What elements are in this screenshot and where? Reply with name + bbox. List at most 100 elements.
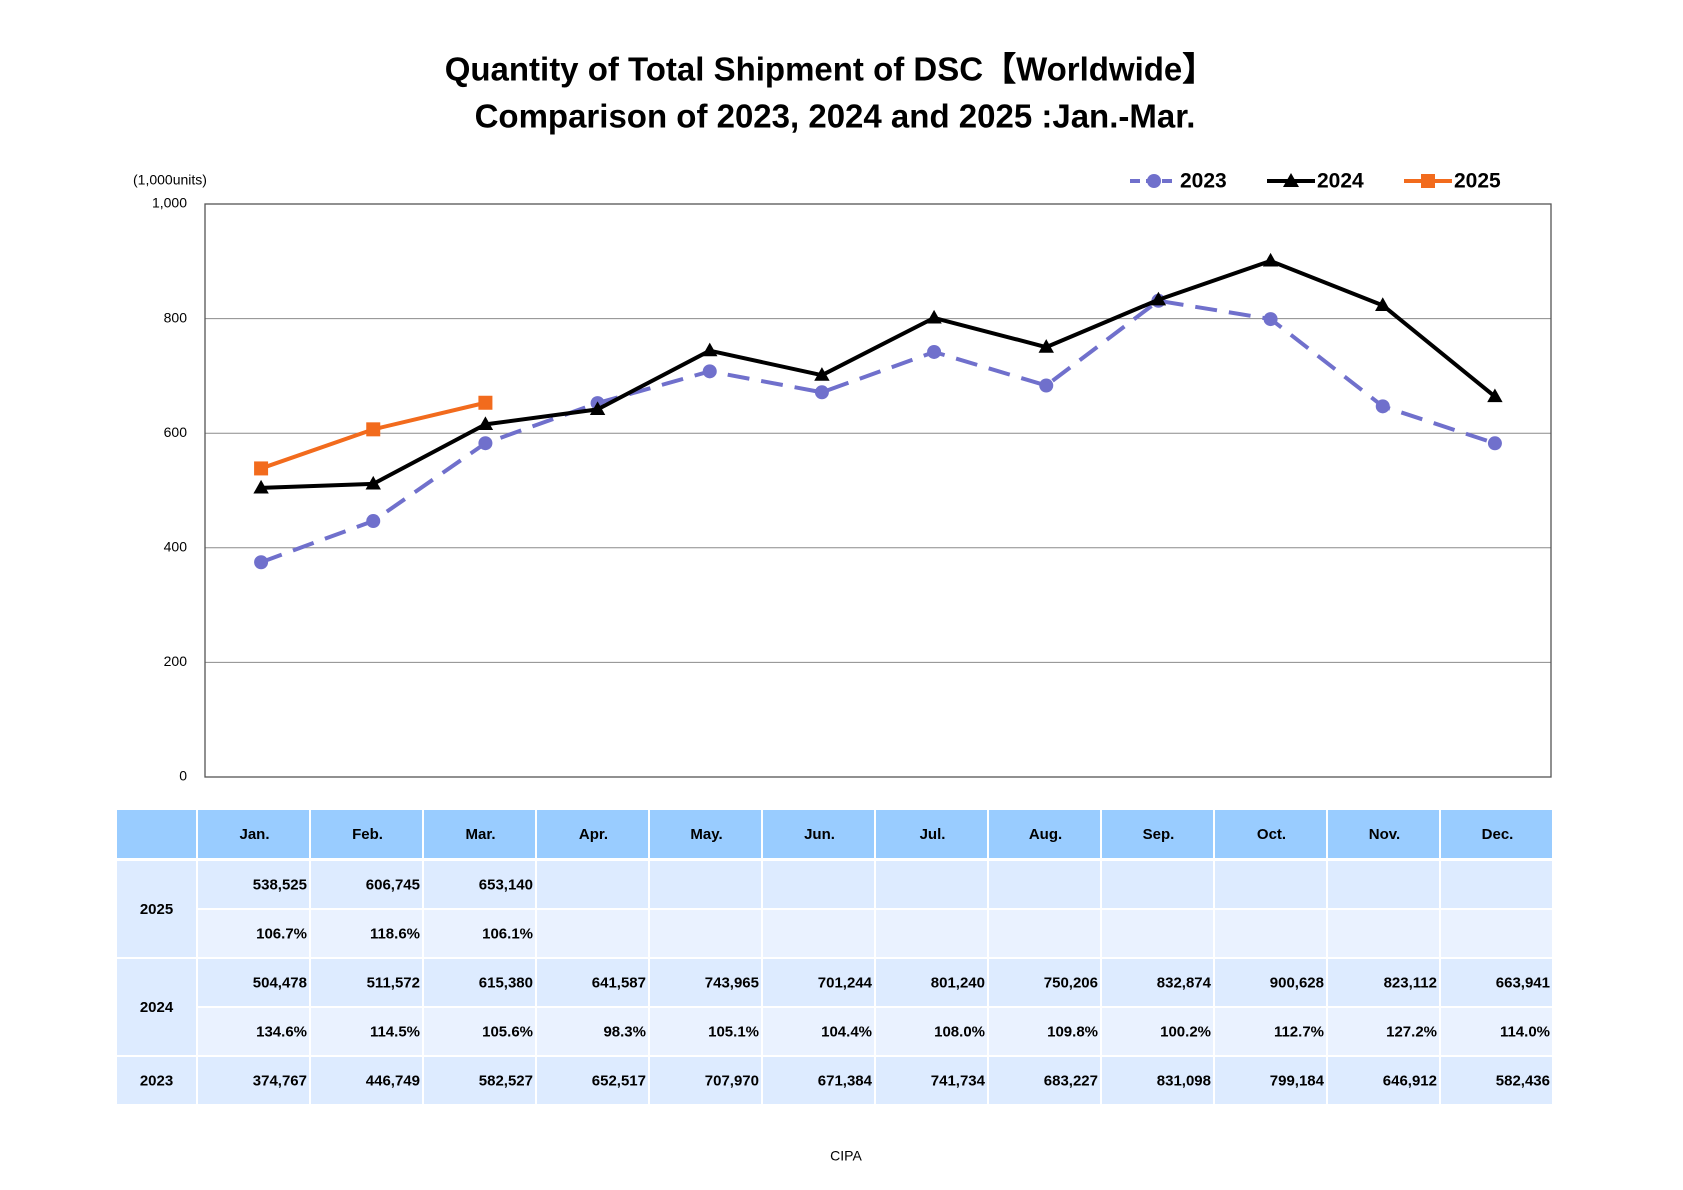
table-cell-value: 743,965	[705, 974, 759, 991]
table-cell	[1441, 959, 1552, 1006]
table-header-cell	[311, 810, 422, 858]
table-cell-value: 646,912	[1383, 1072, 1437, 1089]
table-cell	[311, 861, 422, 908]
table-cell-value: 641,587	[592, 974, 646, 991]
table-cell	[650, 861, 761, 908]
data-point	[814, 385, 829, 400]
table-row-label: 2023	[140, 1072, 173, 1089]
source: CIPA	[830, 1148, 862, 1164]
table-cell	[876, 1008, 987, 1055]
data-point	[1262, 252, 1279, 267]
table-cell	[537, 959, 648, 1006]
data-point	[589, 401, 606, 415]
table-header-label: Feb.	[352, 826, 383, 843]
data-point	[478, 395, 493, 410]
table-cell-value: 374,767	[253, 1072, 307, 1089]
series-line	[261, 258, 1497, 490]
table-cell-value: 750,206	[1044, 974, 1098, 991]
y-tick-label: 600	[164, 424, 188, 440]
data-point	[366, 422, 381, 437]
table-row-label: 2025	[140, 901, 173, 918]
table-cell	[424, 910, 535, 957]
data-point	[365, 475, 381, 490]
legend-marker	[1421, 174, 1435, 188]
table-header-cell	[1215, 810, 1326, 858]
table-header-label: May.	[690, 826, 722, 843]
table-header-cell	[1328, 810, 1439, 858]
table-cell	[989, 959, 1100, 1006]
table-cell	[876, 959, 987, 1006]
table-cell	[424, 959, 535, 1006]
data-point	[926, 309, 942, 324]
y-axis-label: (1,000units)	[133, 172, 207, 188]
table-cell-value: 653,140	[479, 876, 533, 893]
data-point	[1150, 291, 1167, 306]
table-cell	[1215, 1057, 1326, 1104]
data-point	[1038, 339, 1054, 353]
table-header-cell	[763, 810, 874, 858]
data-point	[702, 342, 718, 357]
table-cell-value: 114.0%	[1500, 1023, 1550, 1040]
table-header-label: Dec.	[1482, 826, 1514, 843]
table-header-label: Jul.	[920, 826, 946, 843]
table-cell	[311, 959, 422, 1006]
table-cell-value: 105.6%	[482, 1023, 533, 1040]
table-cell	[1215, 1008, 1326, 1055]
table-cell	[650, 910, 761, 957]
table-cell	[650, 1057, 761, 1104]
table-cell-value: 446,749	[366, 1072, 420, 1089]
table-cell-value: 606,745	[366, 876, 420, 893]
table-cell-value: 112.7%	[1274, 1023, 1324, 1040]
table-header-cell	[650, 810, 761, 858]
data-point	[1039, 378, 1054, 393]
table-cell-value: 511,572	[367, 974, 420, 991]
table-cell-value: 823,112	[1384, 974, 1437, 991]
table-header-cell	[198, 810, 309, 858]
table-cell	[763, 861, 874, 908]
table-cell	[1328, 959, 1439, 1006]
data-point	[1487, 388, 1503, 403]
table-header-cell	[537, 810, 648, 858]
table-cell	[198, 861, 309, 908]
table-cell	[311, 1057, 422, 1104]
table-cell-value: 900,628	[1270, 974, 1324, 991]
table-header-cell	[424, 810, 535, 858]
table-cell-value: 98.3%	[603, 1023, 646, 1040]
table-header-cell	[876, 810, 987, 858]
table-row-label-cell	[117, 959, 196, 1055]
table-cell-value: 582,436	[1496, 1072, 1550, 1089]
table-row-label: 2024	[140, 999, 174, 1016]
data-point	[814, 367, 830, 381]
table-cell-value: 538,525	[253, 876, 307, 893]
legend-label: 2024	[1317, 170, 1364, 193]
y-tick-label: 400	[164, 539, 188, 555]
table-cell	[989, 910, 1100, 957]
y-tick-label: 800	[164, 309, 188, 325]
data-point	[927, 344, 942, 359]
table-cell-value: 671,384	[818, 1072, 873, 1089]
table-cell-value: 615,380	[479, 974, 533, 991]
plot-frame	[204, 203, 1552, 778]
table-cell-value: 109.8%	[1047, 1023, 1098, 1040]
table-cell-value: 683,227	[1044, 1072, 1098, 1089]
table-cell	[876, 861, 987, 908]
table-cell	[1328, 910, 1439, 957]
table-header-label: Apr.	[579, 826, 608, 843]
legend-marker	[1283, 173, 1299, 187]
chart-subtitle: Comparison of 2023, 2024 and 2025 :Jan.-…	[475, 98, 1196, 135]
table-header-cell	[117, 810, 196, 858]
table-cell	[1328, 1008, 1439, 1055]
table-cell	[424, 861, 535, 908]
data-point	[702, 364, 717, 379]
table-cell-value: 504,478	[253, 974, 307, 991]
table-cell	[876, 1057, 987, 1104]
table-cell	[537, 910, 648, 957]
table-cell-value: 652,517	[592, 1072, 646, 1089]
table-cell	[763, 1057, 874, 1104]
chart-title: Quantity of Total Shipment of DSC【Worldw…	[445, 51, 1216, 88]
table-cell	[1441, 910, 1552, 957]
table-cell	[198, 1008, 309, 1055]
table-cell	[876, 910, 987, 957]
table-cell	[1215, 959, 1326, 1006]
